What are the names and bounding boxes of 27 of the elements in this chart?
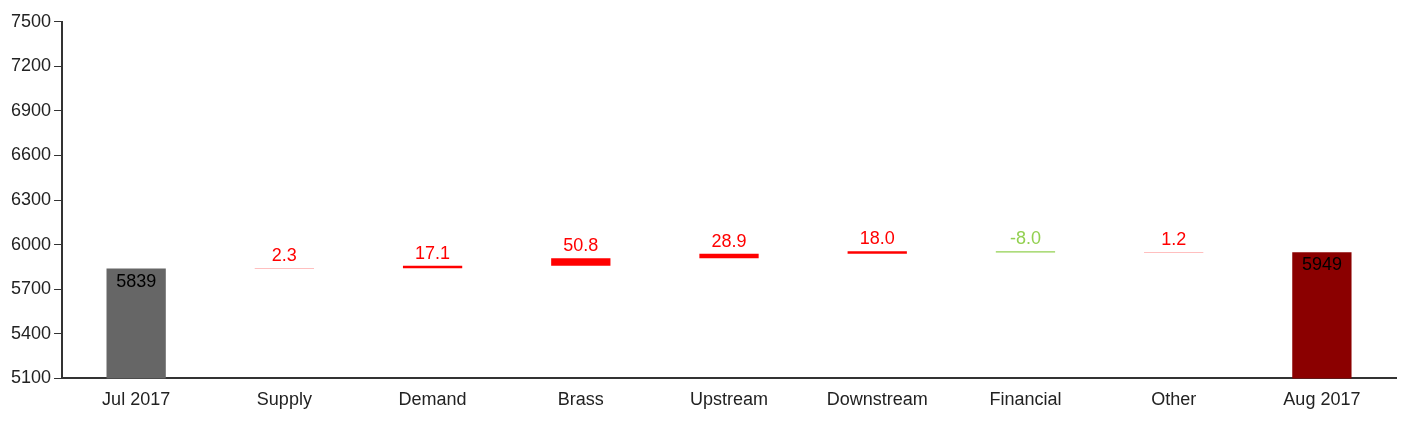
data-label: 50.8 [563,235,599,256]
data-label: 28.9 [711,230,747,251]
y-tick-label: 5700 [11,278,52,299]
x-tick-label: Brass [557,389,604,410]
y-tick-label: 5400 [11,322,52,343]
x-tick-label: Financial [989,389,1062,410]
x-tick-label: Other [1151,389,1197,410]
y-tick-label: 7200 [11,55,52,76]
y-tick-label: 6300 [11,189,52,210]
data-label: -8.0 [1009,228,1041,249]
data-label: 5839 [116,270,157,291]
data-label: 2.3 [271,245,297,266]
data-label: 18.0 [859,228,895,249]
y-tick-label: 7500 [11,10,52,31]
x-tick-label: Upstream [690,389,769,410]
y-tick-label: 5100 [11,367,52,388]
x-tick-label: Downstream [826,389,928,410]
x-tick-label: Supply [256,389,312,410]
x-tick-label: Jul 2017 [102,389,171,410]
data-label: 17.1 [415,242,451,263]
x-tick-label: Aug 2017 [1283,389,1361,410]
data-label: 1.2 [1161,229,1187,250]
data-label: 5949 [1301,254,1342,275]
x-tick-label: Demand [398,389,467,410]
y-tick-label: 6000 [11,233,52,254]
y-tick-label: 6900 [11,99,52,120]
y-tick-label: 6600 [11,144,52,165]
